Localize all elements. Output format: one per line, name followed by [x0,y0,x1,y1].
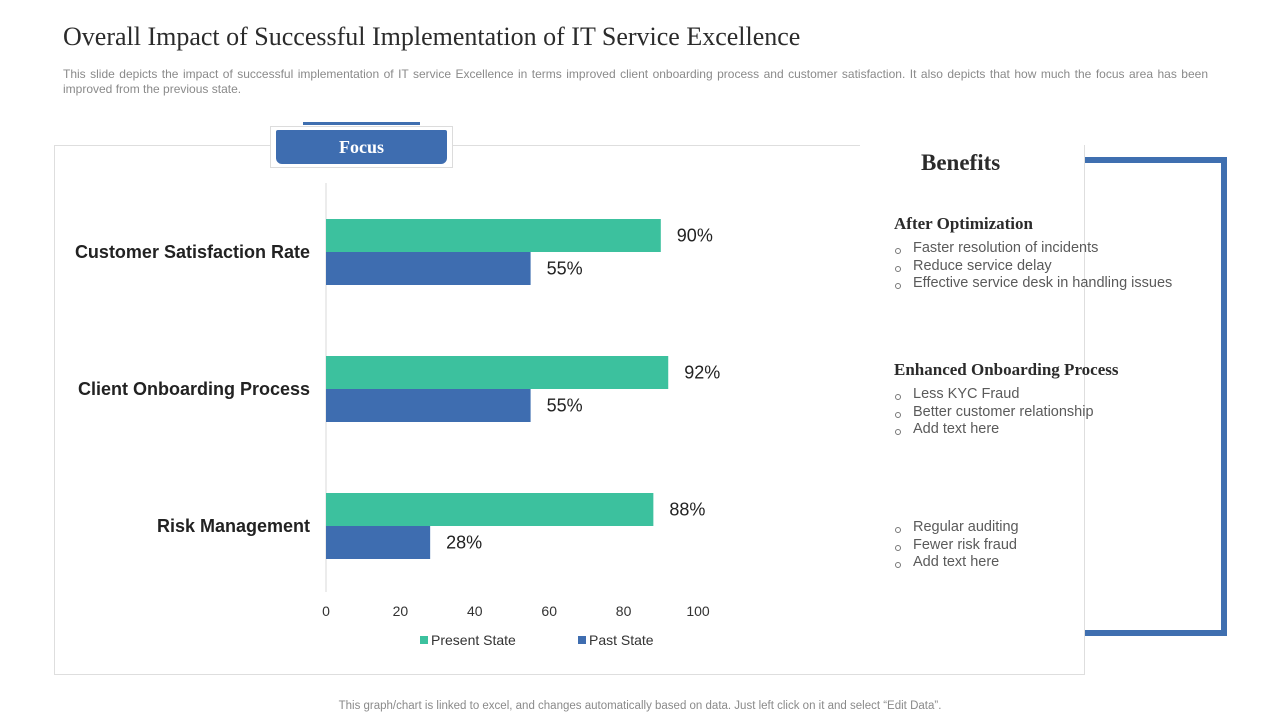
bar-chart: Customer Satisfaction Rate 90% 55% Client O… [75,183,720,648]
data-label: 90% [677,226,713,246]
data-label: 92% [684,363,720,383]
category-label: Client Onboarding Process [78,379,310,399]
category-label: Customer Satisfaction Rate [75,242,310,262]
x-tick-label: 100 [686,603,710,619]
benefit-item: Add text here [894,421,1119,439]
benefit-list: Faster resolution of incidents Reduce se… [894,240,1172,293]
benefit-section-heading [894,493,1019,515]
x-tick-label: 20 [393,603,409,619]
bar-present [326,219,661,252]
benefit-item: Fewer risk fraud [894,537,1019,555]
benefit-item: Regular auditing [894,519,1019,537]
bar-past [326,252,531,285]
benefit-item: Better customer relationship [894,404,1119,422]
benefit-section-heading: After Optimization [894,214,1033,233]
bar-past [326,526,431,559]
benefit-section-onboarding: Enhanced Onboarding Process Less KYC Fra… [894,360,1119,439]
category-label: Risk Management [157,516,310,536]
focus-tab-label: Focus [276,130,447,164]
legend-swatch [578,636,586,644]
benefit-list: Regular auditing Fewer risk fraud Add te… [894,519,1019,572]
benefit-item: Effective service desk in handling issue… [894,275,1172,293]
benefit-list: Less KYC Fraud Better customer relations… [894,386,1119,439]
benefit-section-heading: Enhanced Onboarding Process [894,360,1119,379]
footer-note: This graph/chart is linked to excel, and… [338,700,942,712]
benefit-section-risk: Regular auditing Fewer risk fraud Add te… [894,493,1019,572]
slide-subtitle: This slide depicts the impact of success… [63,67,1208,96]
data-label: 28% [446,533,482,553]
data-label: 88% [669,500,705,520]
bar-present [326,493,654,526]
benefit-item: Add text here [894,554,1019,572]
benefit-section-after-optimization: After Optimization Faster resolution of … [894,214,1172,293]
data-label: 55% [547,259,583,279]
legend-label: Past State [589,632,654,648]
data-label: 55% [547,396,583,416]
x-tick-label: 60 [541,603,557,619]
focus-tab-accent-line [303,122,420,125]
benefit-item: Reduce service delay [894,258,1172,276]
bar-present [326,356,669,389]
focus-tab[interactable]: Focus [270,126,453,168]
benefits-header-panel [860,145,1084,195]
chart-frame [54,145,1085,675]
benefits-bracket [1085,157,1227,636]
slide-title: Overall Impact of Successful Implementat… [63,22,801,51]
legend-label: Present State [431,632,516,648]
x-tick-label: 0 [322,603,330,619]
x-tick-label: 80 [616,603,632,619]
benefits-title: Benefits [921,150,1001,175]
legend-swatch [420,636,428,644]
benefit-item: Less KYC Fraud [894,386,1119,404]
bar-past [326,389,531,422]
x-tick-label: 40 [467,603,483,619]
benefit-item: Faster resolution of incidents [894,240,1172,258]
